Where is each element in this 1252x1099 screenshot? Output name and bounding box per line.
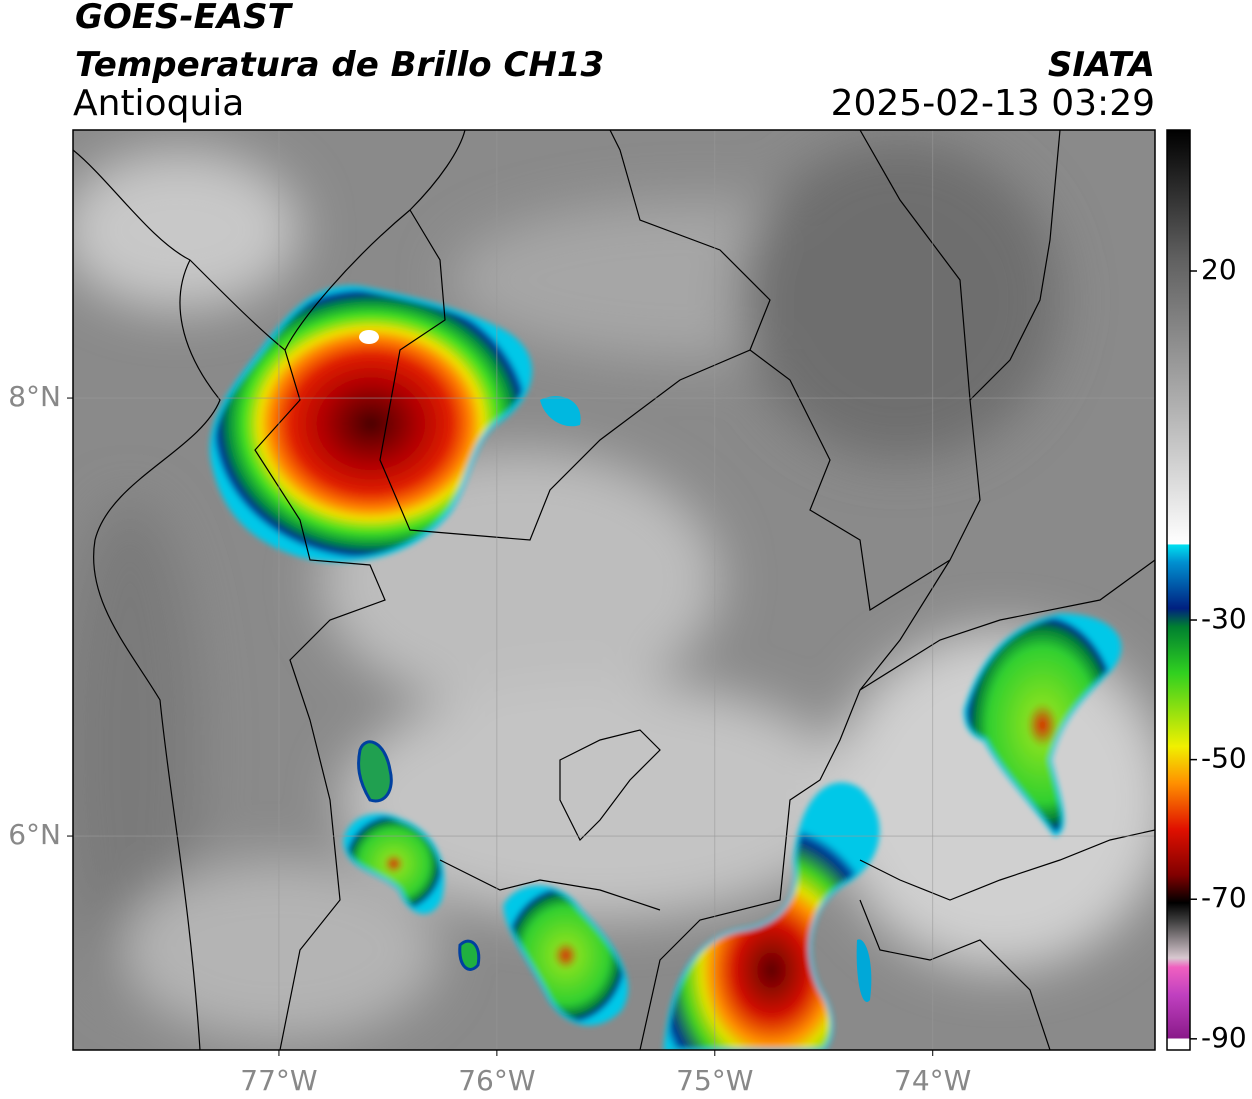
- region: Antioquia: [73, 83, 245, 124]
- lon-label: 74°W: [894, 1064, 971, 1097]
- graticule: [73, 130, 1155, 1050]
- lat-label: 8°N: [8, 380, 61, 413]
- lon-label: 75°W: [676, 1064, 753, 1097]
- lon-label: 76°W: [458, 1064, 535, 1097]
- colorbar-label: -30: [1201, 602, 1247, 635]
- subtitle: Temperatura de Brillo CH13: [75, 45, 605, 85]
- title: GOES-EAST: [75, 0, 291, 37]
- colorbar-label: 20: [1201, 253, 1237, 286]
- colorbar-label: -50: [1201, 742, 1247, 775]
- colorbar-label: -70: [1201, 881, 1247, 914]
- lon-label: 77°W: [240, 1064, 317, 1097]
- datetime: 2025-02-13 03:29: [830, 83, 1155, 124]
- map-frame: [72, 129, 1156, 1051]
- source: SIATA: [1047, 45, 1155, 85]
- map-image: [73, 130, 1155, 1050]
- lat-label: 6°N: [8, 818, 61, 851]
- colorbar: [1166, 129, 1191, 1051]
- colorbar-label: -90: [1201, 1021, 1247, 1054]
